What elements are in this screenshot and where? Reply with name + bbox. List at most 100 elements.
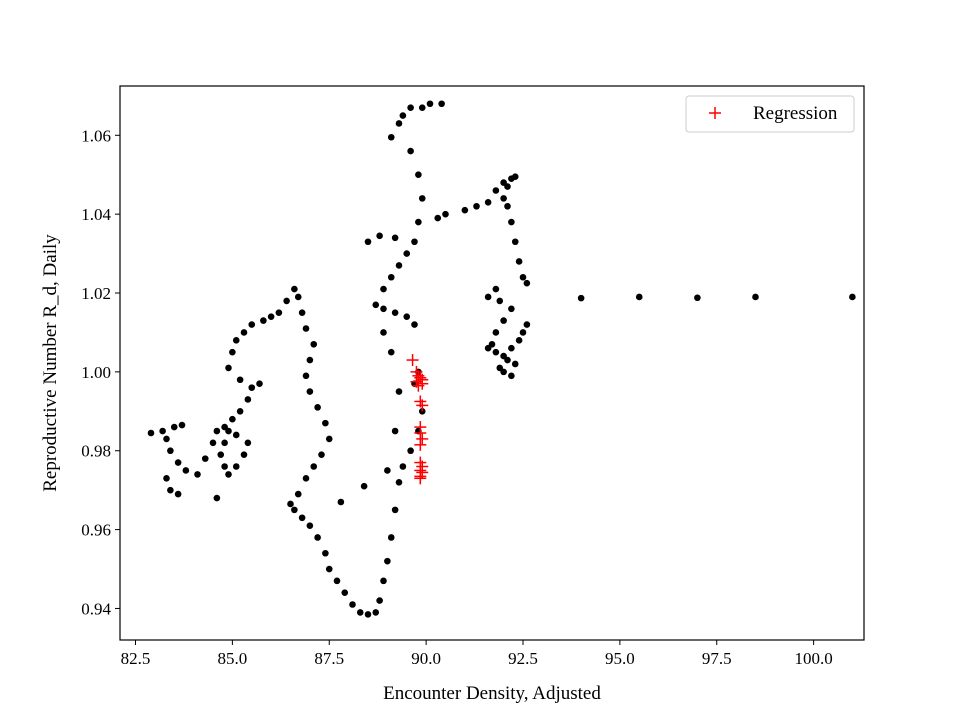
- data-point: [492, 348, 500, 356]
- data-point: [577, 294, 585, 302]
- data-point: [232, 463, 240, 470]
- regression-points: [406, 354, 429, 485]
- data-point: [291, 285, 298, 293]
- data-point: [322, 549, 329, 557]
- y-tick-label: 1.02: [81, 284, 111, 303]
- data-point: [508, 372, 515, 380]
- data-point: [256, 380, 263, 388]
- data-point: [229, 348, 236, 356]
- data-point: [492, 285, 500, 293]
- data-point: [163, 475, 170, 482]
- data-point: [418, 104, 426, 111]
- data-point: [314, 404, 321, 411]
- data-point: [298, 309, 306, 317]
- data-point: [508, 218, 515, 226]
- data-point: [372, 609, 380, 616]
- data-point: [407, 104, 414, 111]
- regression-point: [414, 438, 427, 451]
- regression-point: [412, 379, 425, 392]
- data-point: [356, 609, 364, 616]
- x-tick-label: 97.5: [702, 649, 732, 668]
- data-point: [384, 557, 391, 565]
- data-point: [325, 435, 333, 443]
- data-point: [294, 490, 302, 498]
- data-point: [461, 206, 469, 214]
- data-point: [376, 597, 383, 604]
- data-point: [236, 376, 244, 384]
- data-point: [174, 490, 182, 498]
- y-tick-label: 0.94: [81, 599, 111, 618]
- data-point: [163, 435, 170, 443]
- data-point: [484, 199, 492, 206]
- data-point: [395, 388, 403, 395]
- data-point: [438, 100, 445, 108]
- data-point: [302, 325, 310, 332]
- data-point: [415, 171, 422, 179]
- data-point: [306, 356, 314, 364]
- data-point: [384, 467, 391, 474]
- data-point: [287, 500, 294, 508]
- data-point: [310, 340, 318, 348]
- data-point: [500, 179, 507, 186]
- data-point: [515, 337, 523, 344]
- data-point: [387, 273, 395, 281]
- data-point: [236, 408, 244, 415]
- data-point: [473, 202, 480, 210]
- data-point: [298, 514, 306, 522]
- data-point: [635, 293, 643, 301]
- data-point: [380, 305, 387, 313]
- data-point: [217, 451, 225, 458]
- data-point: [492, 187, 500, 194]
- data-point: [395, 478, 403, 486]
- regression-point: [406, 354, 419, 367]
- data-point: [147, 429, 155, 437]
- x-axis-ticks: 82.5 85.0 87.5 90.0 92.5 95.0 97.5 100.0: [121, 640, 833, 668]
- regression-point: [414, 426, 427, 439]
- data-point: [267, 313, 275, 320]
- data-point: [291, 506, 298, 514]
- data-point: [488, 340, 496, 348]
- data-point: [283, 297, 290, 305]
- data-point: [221, 439, 228, 447]
- data-point: [519, 329, 527, 336]
- data-point: [178, 421, 186, 429]
- data-point: [306, 388, 314, 395]
- data-point: [167, 486, 174, 494]
- data-point: [387, 534, 395, 541]
- data-point: [849, 293, 856, 301]
- data-point: [244, 396, 252, 403]
- y-axis-label: Reproductive Number R_d, Daily: [40, 234, 61, 492]
- data-point: [349, 601, 356, 608]
- data-point: [248, 321, 256, 328]
- data-point: [322, 419, 329, 427]
- data-point: [411, 321, 418, 328]
- data-point: [426, 100, 434, 108]
- data-point: [333, 577, 341, 585]
- data-point: [318, 451, 325, 458]
- data-point: [407, 447, 414, 455]
- data-point: [492, 329, 500, 336]
- data-point: [167, 447, 174, 455]
- regression-point: [416, 432, 429, 445]
- data-point: [403, 313, 411, 320]
- y-tick-label: 0.96: [81, 521, 111, 540]
- data-point: [387, 348, 395, 356]
- data-point: [399, 112, 407, 119]
- data-point: [337, 498, 345, 506]
- regression-point: [416, 399, 429, 412]
- data-point: [376, 232, 383, 240]
- x-tick-label: 82.5: [121, 649, 151, 668]
- data-point: [523, 321, 531, 328]
- data-point: [407, 147, 414, 155]
- data-point: [225, 471, 232, 478]
- data-point: [209, 439, 217, 447]
- data-point: [232, 337, 240, 344]
- data-point: [364, 238, 372, 246]
- y-tick-label: 1.04: [81, 205, 111, 224]
- data-point: [201, 455, 209, 462]
- data-point: [372, 301, 380, 309]
- data-point: [508, 175, 515, 182]
- data-point: [752, 293, 759, 301]
- data-point: [508, 344, 515, 352]
- data-point: [240, 451, 248, 458]
